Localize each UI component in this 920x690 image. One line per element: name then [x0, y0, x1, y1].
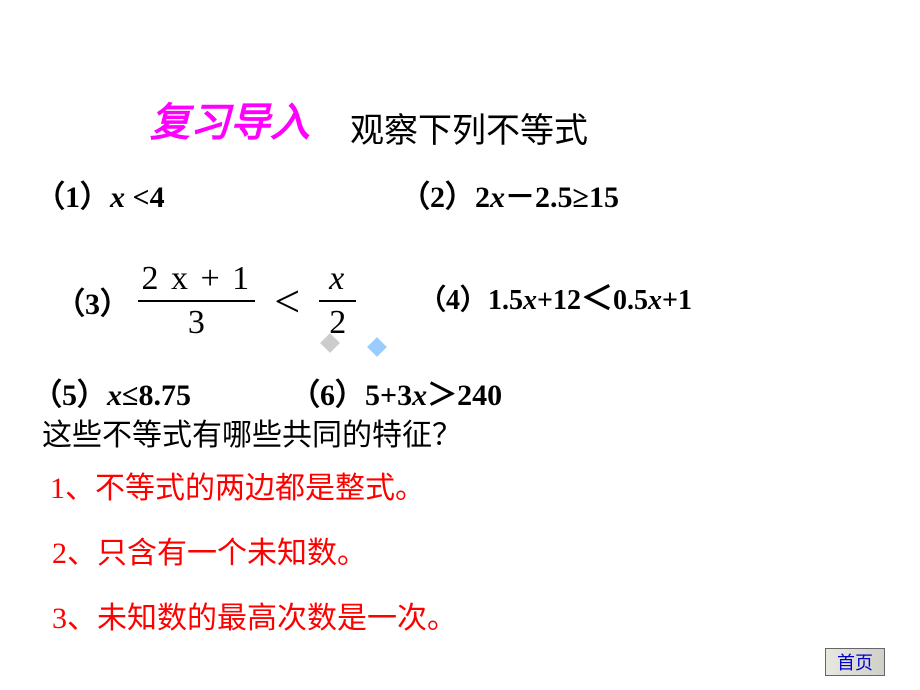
less-than-symbol: ＜ — [581, 280, 613, 316]
expr-text: ＞240 — [427, 379, 502, 412]
variable-x: x — [412, 379, 427, 412]
variable-x: x — [490, 181, 505, 214]
item-label: （2） — [400, 181, 475, 214]
expr-text: <4 — [125, 181, 165, 214]
expr-text: ≤8.75 — [122, 379, 191, 412]
feature-point-1: 1、不等式的两边都是整式。 — [50, 463, 425, 507]
item-label: （6） — [290, 379, 365, 412]
inequality-item-1: （1）x <4 — [35, 172, 165, 216]
fraction-1: 2 x + 1 3 — [138, 260, 256, 342]
variable-x: x — [110, 181, 125, 214]
expr-text: 0.5 — [613, 285, 648, 316]
variable-x: x — [648, 285, 662, 316]
expr-text: +1 — [662, 285, 692, 316]
inequality-item-3: （3） 2 x + 1 3 < x 2 — [55, 260, 356, 342]
expr-text: 1.5 — [488, 285, 523, 316]
expr-text: 5+3 — [365, 379, 412, 412]
inequality-item-6: （6）5+3x＞240 — [290, 370, 502, 414]
expr-text: －2.5≥15 — [505, 181, 619, 214]
fraction-numerator: 2 x + 1 — [138, 260, 256, 302]
inequality-item-5: （5）x≤8.75 — [32, 370, 191, 414]
fraction-numerator: x — [319, 260, 356, 302]
less-than-symbol: < — [263, 276, 312, 327]
fraction-denominator: 2 — [319, 302, 356, 342]
item-label: （4） — [418, 285, 488, 316]
variable-x: x — [523, 285, 537, 316]
item-label: （1） — [35, 181, 110, 214]
item-label: （3） — [55, 288, 130, 321]
diamond-decoration — [367, 337, 387, 357]
home-button-label: 首页 — [826, 649, 884, 677]
inequality-item-4: （4）1.5x+12＜0.5x+1 — [418, 273, 692, 319]
expr-text: +12 — [537, 285, 581, 316]
expr-text: 2 — [475, 181, 490, 214]
home-button[interactable]: 首页 — [825, 648, 885, 676]
subtitle-text: 观察下列不等式 — [350, 103, 588, 152]
question-text: 这些不等式有哪些共同的特征？ — [42, 410, 462, 454]
feature-point-2: 2、只含有一个未知数。 — [52, 528, 367, 572]
item-label: （5） — [32, 379, 107, 412]
section-title: 复习导入 — [150, 90, 310, 148]
fraction-2: x 2 — [319, 260, 356, 342]
variable-x: x — [107, 379, 122, 412]
inequality-item-2: （2）2x－2.5≥15 — [400, 172, 619, 216]
feature-point-3: 3、未知数的最高次数是一次。 — [52, 593, 457, 637]
fraction-denominator: 3 — [138, 302, 256, 342]
